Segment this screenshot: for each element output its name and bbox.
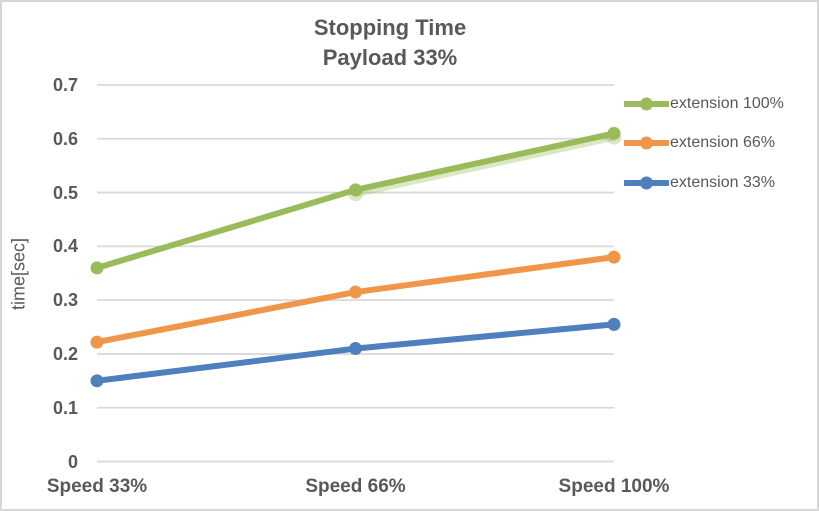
x-category-label-speed-66-: Speed 66% xyxy=(305,476,406,497)
chart-title-line2: Payload 33% xyxy=(322,45,458,70)
marker-extension-100--point-1 xyxy=(349,183,362,197)
marker-extension-100--point-0 xyxy=(90,261,104,275)
marker-extension-33--point-2 xyxy=(607,317,621,331)
legend-item-extension-66-: extension 66% xyxy=(624,130,775,156)
y-tick-label-0.3: 0.3 xyxy=(52,290,78,311)
y-tick-label-0: 0 xyxy=(67,451,78,472)
y-tick-label-0.4: 0.4 xyxy=(52,236,78,257)
x-category-label-speed-100-: Speed 100% xyxy=(558,476,670,497)
x-category-label-speed-33-: Speed 33% xyxy=(46,476,148,497)
y-tick-label-0.5: 0.5 xyxy=(52,182,78,203)
legend-item-extension-100-: extension 100% xyxy=(624,91,784,117)
legend-label-extension-33-: extension 33% xyxy=(670,173,775,191)
marker-extension-33--point-0 xyxy=(90,374,104,388)
y-tick-label-0.6: 0.6 xyxy=(52,128,78,149)
chart-title: Stopping Time Payload 33% xyxy=(314,13,466,73)
marker-extension-66--point-1 xyxy=(349,285,362,299)
marker-extension-100--point-2 xyxy=(607,126,621,140)
marker-extension-66--point-2 xyxy=(607,250,621,264)
line-overlap-duplicate xyxy=(352,133,618,198)
legend-line-marker-icon-extension-33- xyxy=(624,176,669,189)
chart-title-line1: Stopping Time xyxy=(313,15,467,40)
legend-item-extension-33-: extension 33% xyxy=(624,170,775,196)
legend-line-marker-icon-extension-66- xyxy=(624,136,669,150)
y-tick-label-0.1: 0.1 xyxy=(52,397,78,418)
marker-extension-33--point-1 xyxy=(349,342,362,356)
legend-label-extension-66-: extension 66% xyxy=(670,134,775,151)
marker-extension-66--point-0 xyxy=(90,335,104,349)
y-tick-label-0.2: 0.2 xyxy=(52,343,78,364)
legend-label-extension-100-: extension 100% xyxy=(670,94,784,112)
y-tick-label-0.7: 0.7 xyxy=(52,75,78,95)
legend-line-marker-icon-extension-100- xyxy=(624,97,669,110)
